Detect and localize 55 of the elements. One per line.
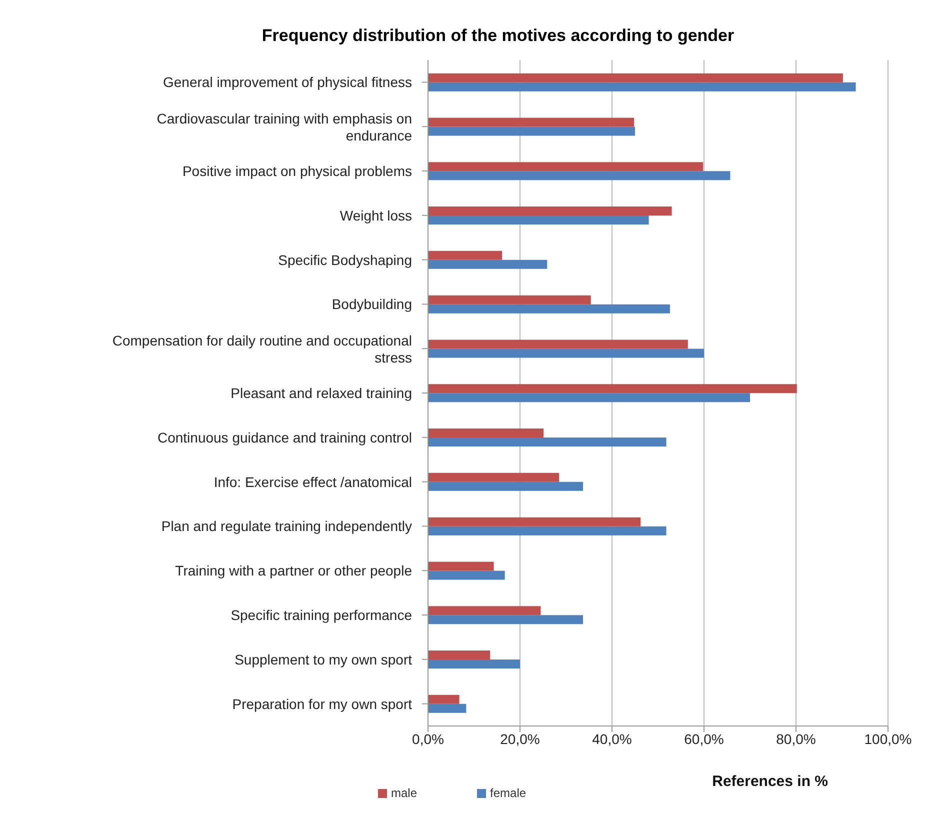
bar — [428, 517, 641, 526]
y-tick-label: Continuous guidance and training control — [157, 429, 412, 446]
bar — [428, 615, 584, 624]
y-tick-label: Positive impact on physical problems — [182, 163, 412, 179]
y-tick-label: Specific training performance — [230, 607, 412, 623]
x-tick-label: 20,0% — [500, 730, 540, 747]
bar — [428, 570, 505, 580]
y-tick-label: Cardiovascular training with emphasis on endurance — [156, 110, 412, 144]
bar — [428, 82, 856, 92]
y-tick-label: General improvement of physical fitness — [163, 74, 412, 90]
bar — [428, 73, 843, 82]
y-tick-label: Info: Exercise effect /anatomical — [214, 474, 412, 490]
bar — [428, 704, 466, 713]
bar — [428, 650, 490, 660]
x-tick-label: 40,0% — [592, 730, 632, 747]
y-tick-label: Preparation for my own sport — [232, 696, 412, 712]
bar — [428, 694, 460, 704]
x-axis-title: References in % — [712, 773, 828, 790]
x-tick-label: 60,0% — [684, 730, 724, 747]
bar — [428, 304, 670, 314]
bar — [428, 126, 635, 136]
bar — [428, 206, 672, 216]
bar — [428, 171, 730, 180]
bar — [428, 562, 494, 571]
chart-title: Frequency distribution of the motives according to gender — [260, 25, 736, 47]
bar — [428, 472, 560, 482]
bar — [428, 348, 704, 358]
y-tick-label: Bodybuilding — [332, 296, 412, 312]
y-tick-label: Specific Bodyshaping — [278, 252, 412, 268]
bar — [428, 118, 634, 127]
bar — [428, 260, 548, 269]
legend-label: female — [490, 786, 526, 800]
bar — [428, 340, 688, 349]
bar — [428, 393, 750, 402]
x-tick-label: 80,0% — [776, 730, 816, 747]
legend-label: male — [391, 786, 418, 800]
bar — [428, 606, 541, 616]
y-tick-label: Pleasant and relaxed training — [230, 385, 412, 401]
bar — [428, 428, 544, 438]
bar — [428, 162, 704, 172]
y-tick-label: Weight loss — [340, 207, 412, 224]
y-tick-label: Plan and regulate training independently — [161, 518, 412, 534]
bar — [428, 250, 502, 260]
bar — [428, 660, 520, 669]
bar — [428, 295, 591, 304]
x-tick-label: 100,0% — [864, 730, 912, 747]
bar — [428, 526, 666, 536]
y-tick-label: Supplement to my own sport — [234, 651, 412, 668]
y-tick-label: Training with a partner or other people — [175, 562, 412, 579]
bar — [428, 384, 797, 394]
x-tick-label: 0,0% — [412, 730, 444, 747]
bar — [428, 216, 649, 225]
bar — [428, 438, 666, 447]
bar — [428, 482, 584, 491]
y-tick-label: Compensation for daily routine and occupational stress — [112, 332, 412, 366]
